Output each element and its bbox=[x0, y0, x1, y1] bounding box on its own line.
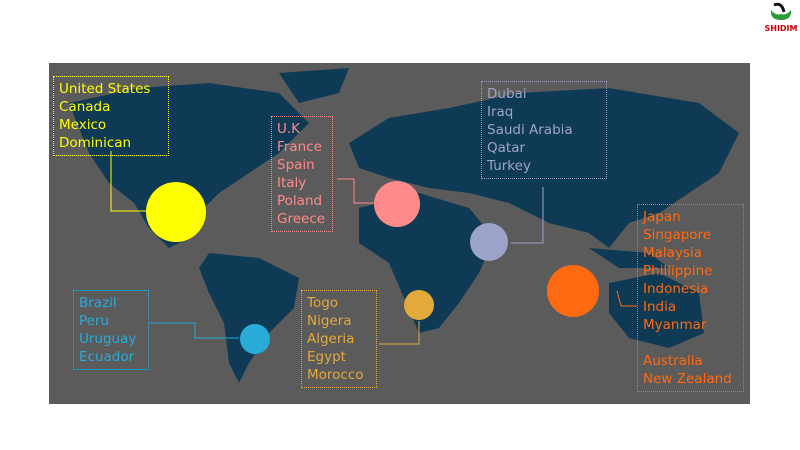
south-america-land bbox=[199, 253, 299, 383]
country-label: Iraq bbox=[487, 104, 514, 120]
country-label: Malaysia bbox=[643, 245, 702, 261]
country-label: Nigera bbox=[307, 313, 352, 329]
connector-lines bbox=[110, 151, 637, 345]
country-label: Brazil bbox=[79, 295, 117, 311]
country-label: Dominican bbox=[59, 135, 132, 151]
country-label: Morocco bbox=[307, 367, 364, 383]
indonesia-land bbox=[589, 248, 669, 268]
south-america-marker bbox=[240, 324, 270, 354]
country-label: Turkey bbox=[487, 158, 531, 174]
country-label: Dubai bbox=[487, 86, 527, 102]
country-label: Poland bbox=[277, 193, 323, 209]
country-label: United States bbox=[59, 81, 151, 97]
africa-land bbox=[359, 193, 494, 333]
country-label: Togo bbox=[307, 295, 339, 311]
north-america-land bbox=[69, 83, 309, 248]
country-label: Greece bbox=[277, 211, 326, 227]
country-label: Myanmar bbox=[643, 317, 707, 333]
country-label: Singapore bbox=[643, 227, 712, 243]
country-label: Ecuador bbox=[79, 349, 135, 365]
country-label: Indonesia bbox=[643, 281, 709, 297]
country-label: New Zealand bbox=[643, 371, 732, 387]
country-label: Uruguay bbox=[79, 331, 137, 347]
world-map bbox=[49, 63, 750, 404]
australia-land bbox=[609, 273, 704, 348]
continents bbox=[69, 68, 739, 383]
country-label: Algeria bbox=[307, 331, 355, 347]
north-america-countries: United States Canada Mexico Dominican bbox=[53, 76, 169, 156]
country-label: France bbox=[277, 139, 322, 155]
country-label: Canada bbox=[59, 99, 111, 115]
country-label: India bbox=[643, 299, 677, 315]
country-label: Phillippine bbox=[643, 263, 713, 279]
africa-marker bbox=[404, 290, 434, 320]
country-label: Australia bbox=[643, 353, 703, 369]
africa-countries: Togo Nigera Algeria Egypt Morocco bbox=[301, 290, 377, 388]
country-label: Mexico bbox=[59, 117, 107, 133]
country-label: U.K bbox=[277, 121, 301, 137]
asia-pacific-countries: Japan Singapore Malaysia Phillippine Indones… bbox=[637, 204, 744, 392]
country-label: Peru bbox=[79, 313, 110, 329]
country-label: Italy bbox=[277, 175, 307, 191]
greenland-land bbox=[279, 68, 349, 103]
shidim-logo: SHIDIM bbox=[764, 2, 798, 34]
europe-marker bbox=[374, 181, 420, 227]
country-label: Egypt bbox=[307, 349, 346, 365]
middle-east-countries: Dubai Iraq Saudi Arabia Qatar Turkey bbox=[481, 81, 607, 179]
country-label: Saudi Arabia bbox=[487, 122, 573, 138]
country-label: Japan bbox=[643, 209, 681, 225]
country-label bbox=[643, 334, 738, 352]
middle-east-marker bbox=[470, 223, 508, 261]
asia-pacific-marker bbox=[547, 265, 599, 317]
north-america-marker bbox=[146, 182, 206, 242]
country-label: Spain bbox=[277, 157, 315, 173]
country-label: Qatar bbox=[487, 140, 526, 156]
eurasia-land bbox=[349, 88, 739, 248]
south-america-countries: Brazil Peru Uruguay Ecuador bbox=[73, 290, 149, 370]
europe-countries: U.K France Spain Italy Poland Greece bbox=[271, 116, 333, 232]
